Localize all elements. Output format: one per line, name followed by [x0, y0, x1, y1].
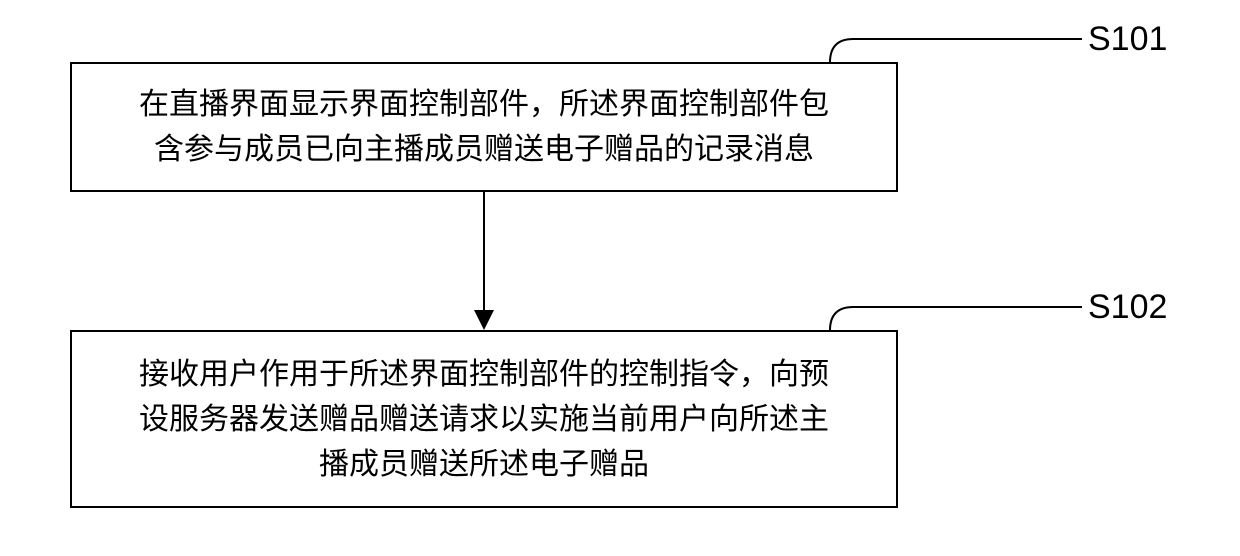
edge-s101-s102-line	[483, 192, 485, 310]
leader-path	[830, 39, 1082, 62]
text-line: 在直播界面显示界面控制部件，所述界面控制部件包	[139, 88, 829, 121]
text-line: 接收用户作用于所述界面控制部件的控制指令，向预	[139, 358, 829, 391]
text-line: 含参与成员已向主播成员赠送电子赠品的记录消息	[154, 133, 814, 166]
flow-step-s102-text: 接收用户作用于所述界面控制部件的控制指令，向预 设服务器发送赠品赠送请求以实施当…	[139, 352, 829, 487]
flow-step-s101: 在直播界面显示界面控制部件，所述界面控制部件包 含参与成员已向主播成员赠送电子赠…	[70, 62, 898, 192]
leader-path	[830, 307, 1082, 330]
leader-line-s101	[826, 35, 1092, 66]
step-label-s101: S101	[1088, 20, 1167, 59]
text-line: 播成员赠送所述电子赠品	[319, 448, 649, 481]
leader-line-s102	[826, 303, 1092, 334]
step-label-s102: S102	[1088, 288, 1167, 327]
edge-s101-s102-arrowhead	[474, 310, 494, 330]
flow-step-s102: 接收用户作用于所述界面控制部件的控制指令，向预 设服务器发送赠品赠送请求以实施当…	[70, 330, 898, 508]
text-line: 设服务器发送赠品赠送请求以实施当前用户向所述主	[139, 403, 829, 436]
flow-step-s101-text: 在直播界面显示界面控制部件，所述界面控制部件包 含参与成员已向主播成员赠送电子赠…	[139, 82, 829, 172]
